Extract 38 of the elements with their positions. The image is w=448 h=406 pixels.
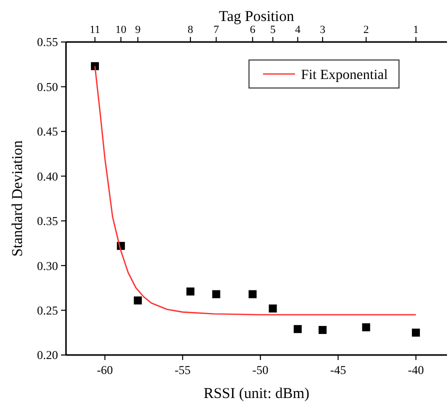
y-tick-label: 0.55 bbox=[37, 35, 58, 50]
x-tick-label: -60 bbox=[96, 363, 113, 377]
text: 2 bbox=[363, 24, 369, 36]
text: 3 bbox=[320, 24, 326, 36]
point bbox=[248, 290, 257, 298]
point bbox=[294, 325, 302, 334]
x-tick-label: -40 bbox=[408, 363, 424, 377]
y-tick-label: 0.40 bbox=[37, 169, 58, 184]
text: 10 bbox=[115, 24, 127, 36]
y-tick-label: 0.45 bbox=[37, 124, 58, 139]
text: 4 bbox=[294, 24, 301, 36]
text: 6 bbox=[250, 24, 256, 36]
point bbox=[412, 328, 420, 337]
point bbox=[186, 288, 194, 296]
point bbox=[90, 62, 99, 70]
text: 11 bbox=[90, 24, 100, 36]
text: 9 bbox=[135, 24, 142, 36]
y-tick-label: 0.25 bbox=[37, 303, 58, 318]
x-axis-title: RSSI (unit: dBm) bbox=[204, 386, 310, 402]
text: 1 bbox=[413, 24, 419, 36]
y-tick-label: 0.30 bbox=[37, 258, 58, 273]
text: 5 bbox=[270, 24, 276, 36]
y-tick-label: 0.50 bbox=[37, 80, 58, 94]
x-tick-label: -55 bbox=[174, 363, 191, 377]
y-tick-label: 0.35 bbox=[37, 214, 58, 228]
text: 8 bbox=[188, 24, 194, 36]
x-tick-label: -45 bbox=[330, 363, 346, 377]
y-axis-title: Standard Deviation bbox=[10, 140, 26, 257]
point bbox=[134, 296, 142, 304]
point bbox=[268, 304, 277, 312]
point bbox=[318, 326, 327, 334]
x2-axis-title: Tag Position bbox=[218, 9, 295, 25]
point bbox=[362, 323, 370, 332]
text: 7 bbox=[213, 24, 220, 36]
point bbox=[212, 290, 220, 298]
y-tick-label: 0.20 bbox=[37, 348, 58, 362]
x-tick-label: -50 bbox=[252, 363, 268, 377]
legend-label: Fit Exponential bbox=[301, 68, 388, 83]
